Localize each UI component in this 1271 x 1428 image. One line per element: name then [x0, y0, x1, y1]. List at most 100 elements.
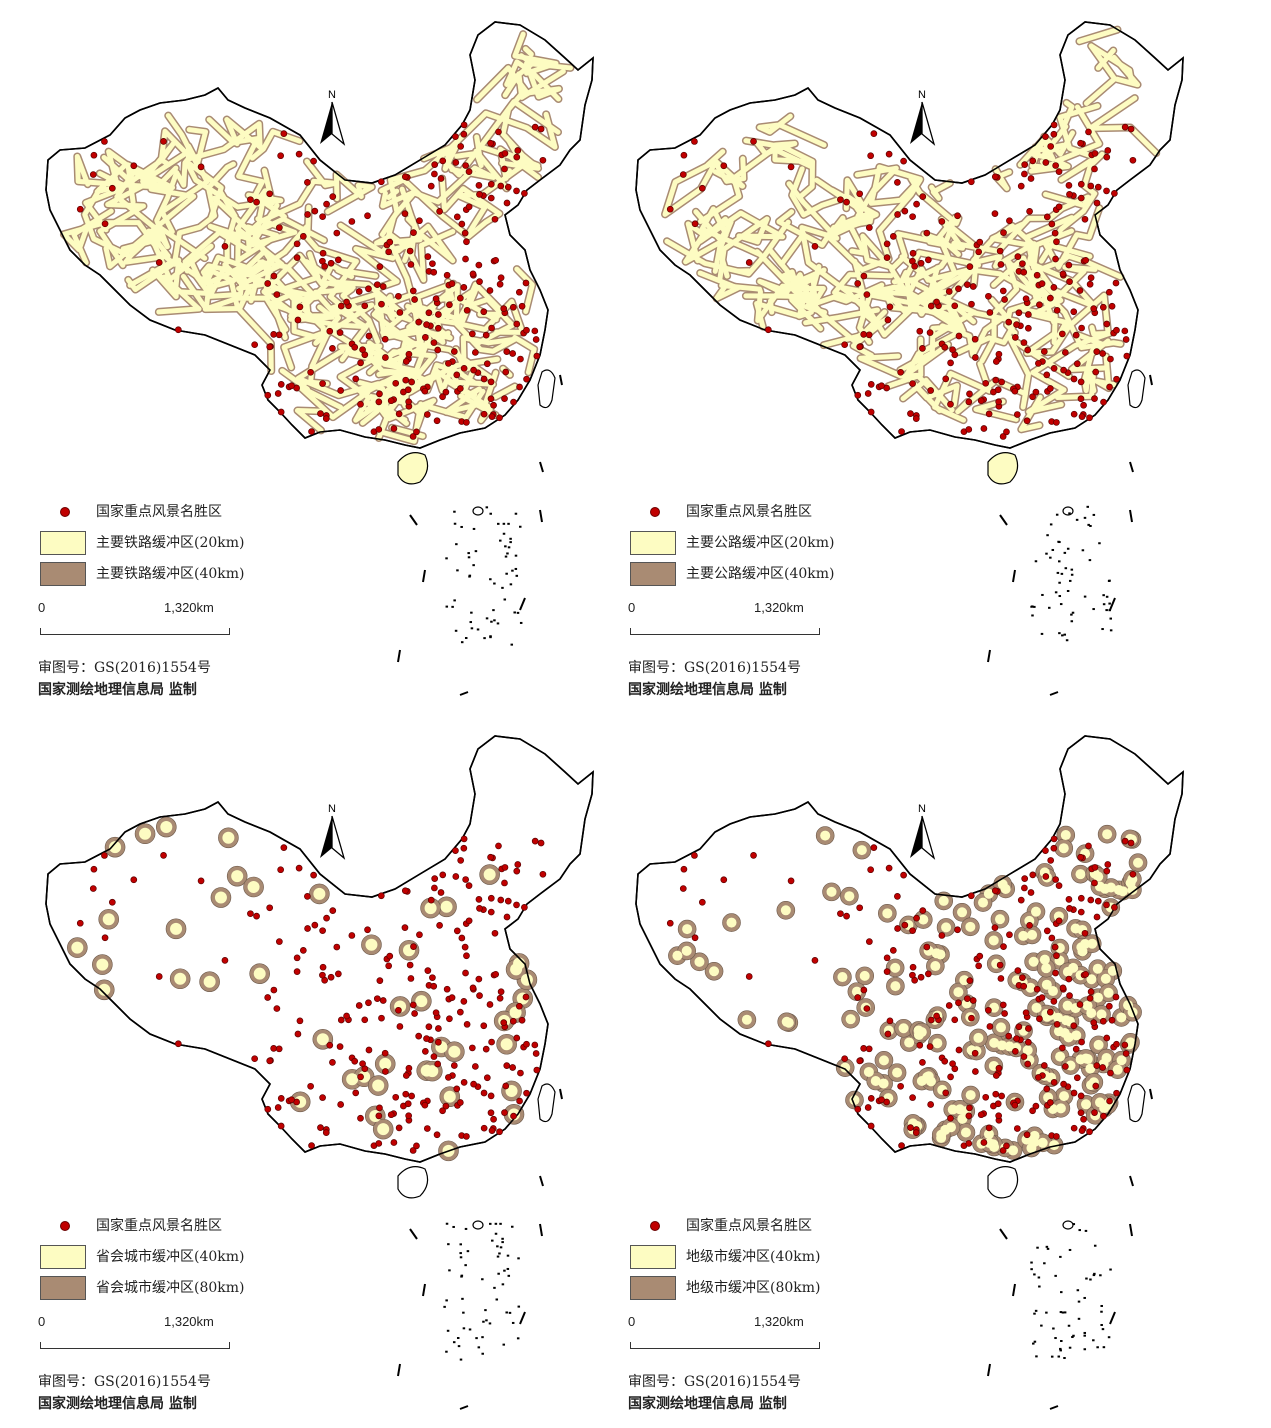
scenic-area-point [221, 243, 229, 250]
scenic-area-point [1029, 1107, 1036, 1115]
china-map: N [635, 21, 1184, 696]
scenic-area-point [1059, 984, 1067, 992]
scenic-area-point [480, 308, 488, 316]
scenic-area-point [435, 1025, 442, 1032]
scenic-area-point [745, 973, 753, 980]
scenic-area-point [408, 1092, 415, 1100]
scenic-area-point [1077, 194, 1085, 202]
north-arrow: N [320, 803, 346, 860]
scenic-area-point [401, 887, 409, 895]
scenic-area-point [1070, 1022, 1078, 1030]
scenic-area-point [945, 288, 953, 295]
scenic-area-point [424, 967, 432, 974]
scenic-area-point [423, 1125, 431, 1132]
scenic-area-point [854, 391, 862, 399]
scenic-area-point [411, 1010, 418, 1017]
scenic-area-point [1013, 1035, 1020, 1042]
scenic-area-point [986, 309, 994, 316]
scenic-area-point [1046, 385, 1054, 392]
scenic-area-point [992, 1090, 1000, 1098]
scenic-area-point [480, 1124, 488, 1132]
scenic-area-point [1087, 896, 1095, 904]
scenic-area-point [1066, 905, 1073, 912]
scenic-area-point [497, 896, 505, 904]
scenic-area-point [1036, 1015, 1043, 1023]
scenic-area-point [926, 329, 934, 336]
scenic-area-point [1093, 1062, 1101, 1069]
scenic-area-point [76, 919, 84, 927]
scenic-area-point [1061, 349, 1069, 356]
scenic-area-point [955, 332, 963, 340]
scenic-area-point [1104, 861, 1112, 868]
scenic-area-point [108, 184, 116, 192]
city-buffer-inner [959, 975, 970, 986]
scenic-area-point [1127, 839, 1135, 847]
city-buffer-inner [448, 1045, 461, 1058]
scale-bar: 0 1,320km [38, 1314, 258, 1354]
scenic-area-point [886, 303, 894, 311]
scenic-area-point [130, 876, 138, 884]
scenic-area-point [967, 178, 975, 186]
route-buffer-inner [991, 255, 1058, 345]
scenic-area-point [443, 271, 451, 279]
scenic-area-point [404, 386, 412, 394]
route-buffer-inner [854, 164, 923, 219]
scenic-area-point [1103, 867, 1111, 875]
scenic-area-point [409, 433, 417, 440]
city-buffer-inner [443, 1090, 456, 1103]
scenic-area-point [434, 324, 442, 332]
scenic-area-point [160, 852, 167, 859]
china-map: N [45, 735, 594, 1410]
city-buffer-inner [882, 908, 893, 919]
scenic-area-point [1107, 355, 1114, 363]
scenic-area-point [463, 419, 470, 426]
city-buffer-inner [965, 921, 976, 932]
scenic-area-point [319, 257, 326, 265]
scenic-area-point [482, 1045, 490, 1053]
route-buffer-inner [1087, 95, 1159, 156]
scenic-area-point [317, 410, 324, 418]
scenic-area-point [1053, 952, 1060, 960]
scenic-area-point [523, 326, 530, 334]
north-arrow: N [910, 803, 936, 860]
buffer-swatch [40, 1245, 86, 1269]
scenic-area-point [155, 259, 163, 266]
scenic-area-point [487, 180, 495, 188]
city-buffer-inner [1093, 992, 1104, 1003]
scenic-area-point [1022, 295, 1030, 303]
city-buffer-inner [1063, 1032, 1074, 1043]
scenic-area-point [995, 398, 1002, 406]
scenic-area-point [351, 1057, 359, 1065]
route-buffer-inner [786, 181, 854, 297]
scenic-area-point [1090, 305, 1098, 312]
scenic-area-point [378, 300, 385, 308]
scenic-area-point [954, 926, 961, 934]
scenic-area-point [925, 970, 932, 978]
scenic-area-point [1050, 121, 1058, 129]
city-buffer-inner [681, 945, 692, 956]
scenic-area-point [513, 901, 520, 909]
scenic-area-point [1113, 375, 1120, 383]
scenic-area-point [1043, 371, 1051, 379]
scenic-area-point [458, 934, 466, 942]
scenic-area-point [1053, 419, 1060, 426]
scenic-area-point [304, 211, 311, 218]
scenic-area-point [304, 925, 311, 932]
scenic-area-point [1112, 993, 1120, 1001]
scenic-area-point [966, 390, 973, 398]
scenic-area-point [357, 1114, 364, 1122]
scenic-area-point [1012, 1048, 1019, 1055]
city-buffer-inner [247, 880, 260, 893]
scenic-area-point [337, 302, 345, 310]
scenic-area-point [501, 165, 508, 173]
scenic-area-point [503, 199, 511, 207]
scenic-area-point [1081, 929, 1089, 937]
scenic-point-swatch [60, 507, 70, 517]
scenic-area-point [963, 995, 971, 1003]
scenic-area-point [295, 150, 303, 158]
scenic-area-point [1059, 270, 1067, 278]
scenic-area-point [510, 398, 517, 406]
scenic-area-point [497, 988, 505, 996]
city-buffer-inner [505, 1084, 518, 1097]
scenic-area-point [376, 977, 384, 984]
